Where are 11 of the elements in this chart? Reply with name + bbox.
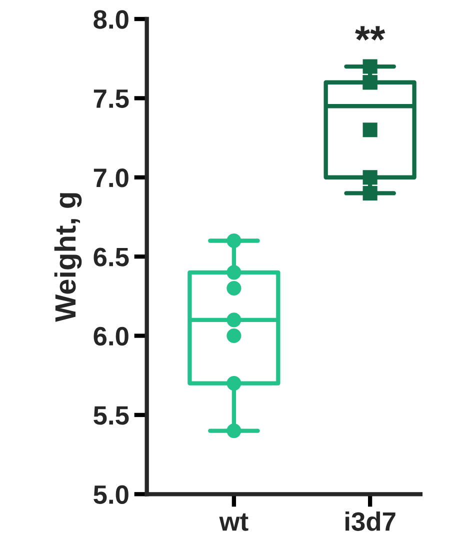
y-axis-title: Weight, g	[54, 193, 82, 322]
annotation: **	[355, 26, 386, 41]
y-tick-label: 5.5	[94, 406, 129, 425]
y-tick-label: 8.0	[94, 10, 128, 29]
y-tick-label: 7.5	[94, 90, 129, 108]
y-tick-label: 7.0	[94, 168, 128, 188]
x-tick-label: i3d7	[346, 512, 396, 531]
x-tick-label: wt	[219, 513, 248, 531]
y-tick-label: 5.0	[94, 485, 128, 504]
y-tick-label: 6.0	[94, 326, 128, 346]
y-tick-label: 6.5	[94, 248, 129, 266]
